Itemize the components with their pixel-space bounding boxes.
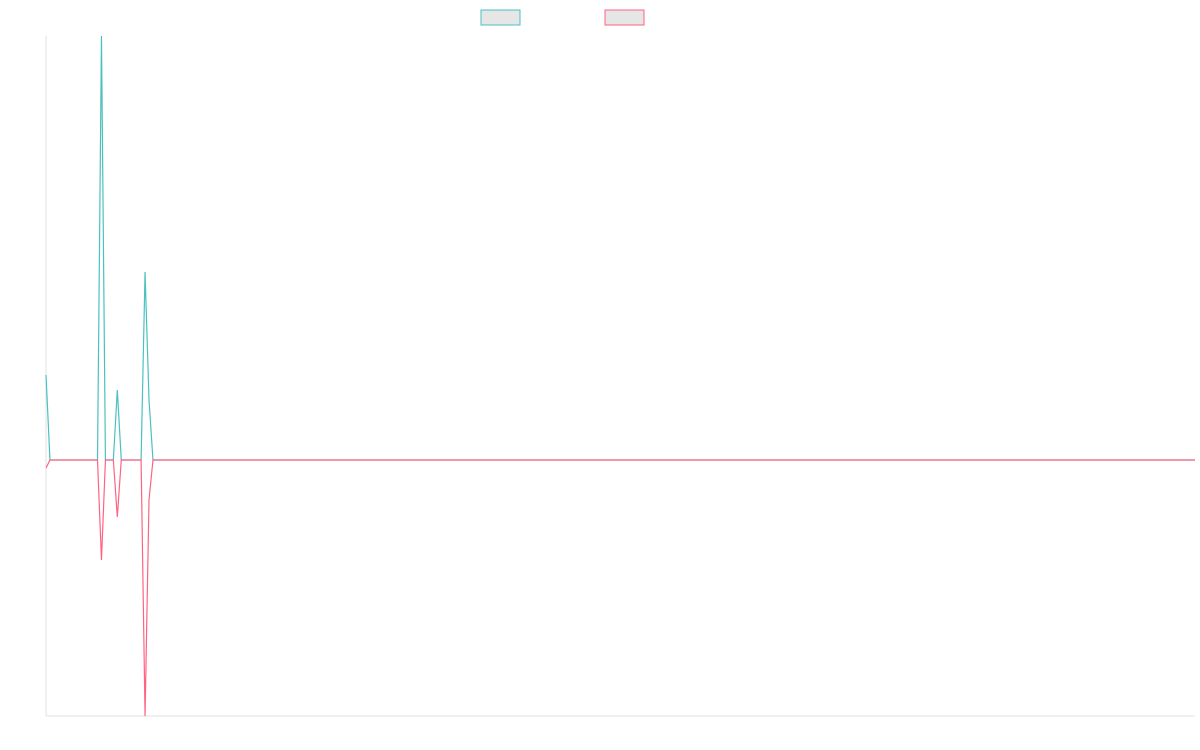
series-line: [45, 459, 1195, 717]
legend-swatch: [604, 9, 645, 26]
series-line: [45, 35, 1195, 461]
legend-swatch: [480, 9, 521, 26]
